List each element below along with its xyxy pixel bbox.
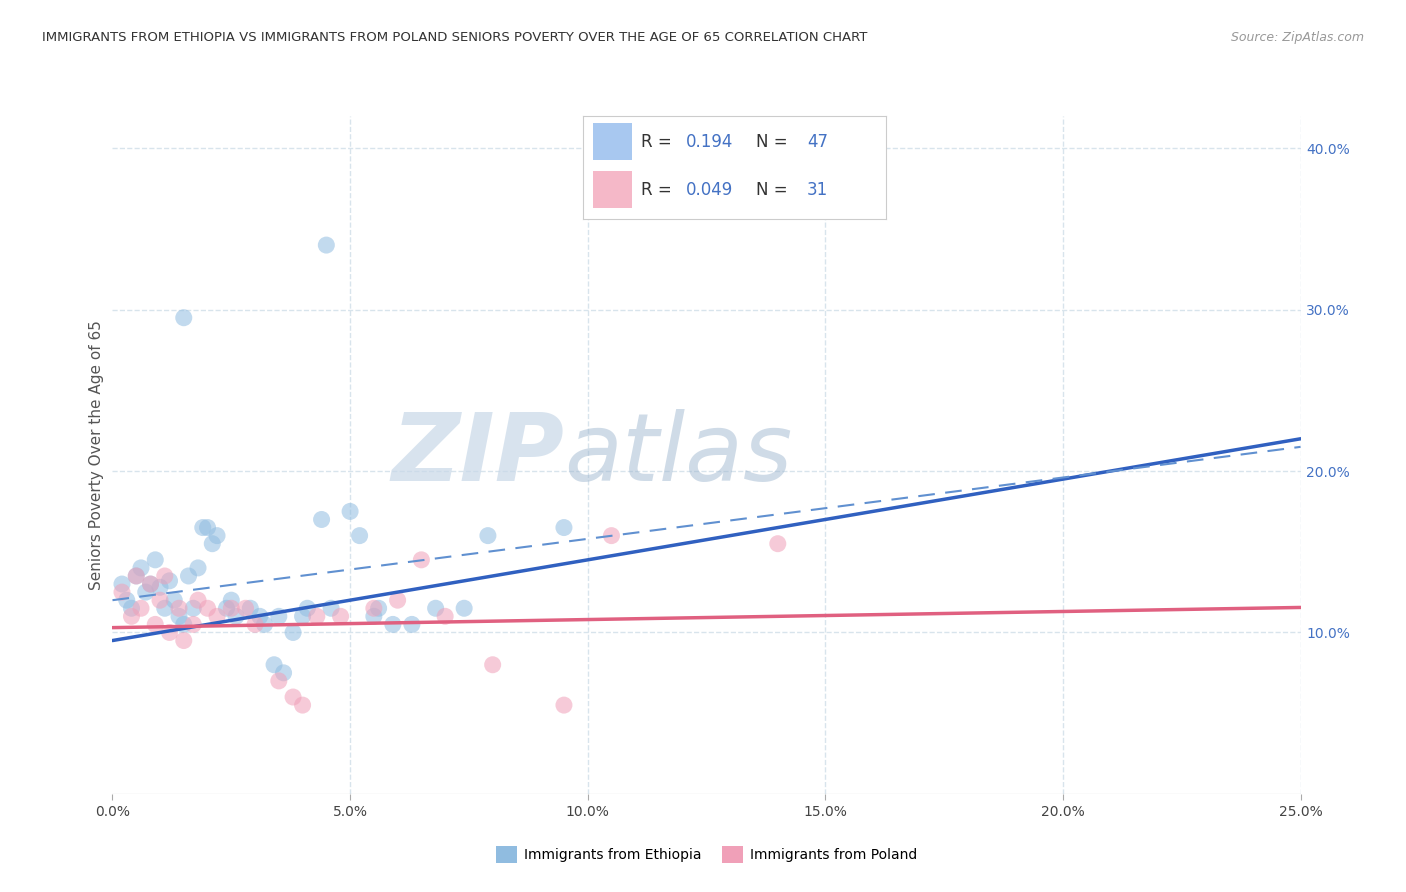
Point [139, 577, 162, 591]
Bar [592, 123, 631, 160]
Point [401, 617, 423, 632]
Point [339, 504, 361, 518]
Point [111, 585, 134, 599]
Point [281, 625, 304, 640]
Point [253, 617, 276, 632]
Text: ZIP: ZIP [391, 409, 564, 501]
Point [159, 574, 181, 588]
Point [115, 593, 138, 607]
Point [215, 601, 238, 615]
Point [600, 528, 623, 542]
Point [135, 585, 157, 599]
Point [319, 601, 342, 615]
Point [267, 673, 290, 688]
Point [477, 528, 499, 542]
Point [197, 520, 219, 534]
Point [111, 577, 134, 591]
Point [125, 569, 148, 583]
Point [173, 617, 195, 632]
Point [205, 528, 228, 542]
Point [121, 601, 143, 615]
Point [121, 609, 143, 624]
Point [125, 569, 148, 583]
Point [329, 609, 352, 624]
Point [267, 609, 290, 624]
Point [243, 617, 266, 632]
Point [219, 593, 242, 607]
Text: N =: N = [756, 181, 793, 199]
Point [149, 593, 172, 607]
Point [153, 569, 176, 583]
Point [481, 657, 503, 672]
Text: R =: R = [641, 133, 676, 151]
Text: atlas: atlas [564, 409, 792, 500]
Point [225, 609, 247, 624]
Point [197, 601, 219, 615]
Point [291, 698, 314, 712]
Y-axis label: Seniors Poverty Over the Age of 65: Seniors Poverty Over the Age of 65 [89, 320, 104, 590]
Text: 47: 47 [807, 133, 828, 151]
Point [129, 601, 152, 615]
Text: Source: ZipAtlas.com: Source: ZipAtlas.com [1230, 31, 1364, 45]
Point [187, 561, 209, 575]
Point [139, 577, 162, 591]
Point [239, 601, 262, 615]
Point [263, 657, 285, 672]
Text: 0.194: 0.194 [686, 133, 734, 151]
Point [235, 601, 257, 615]
Point [153, 601, 176, 615]
Text: 0.049: 0.049 [686, 181, 734, 199]
Point [187, 593, 209, 607]
Point [167, 601, 190, 615]
Text: N =: N = [756, 133, 793, 151]
Point [129, 561, 152, 575]
Point [766, 537, 789, 551]
Point [291, 609, 314, 624]
Point [181, 601, 204, 615]
Point [143, 617, 166, 632]
Point [453, 601, 475, 615]
Text: 31: 31 [807, 181, 828, 199]
Point [434, 609, 457, 624]
Point [349, 528, 371, 542]
Point [191, 520, 214, 534]
Text: R =: R = [641, 181, 676, 199]
Point [363, 601, 385, 615]
Point [177, 569, 200, 583]
Point [249, 609, 271, 624]
Point [159, 625, 181, 640]
Point [201, 537, 224, 551]
Point [425, 601, 447, 615]
Point [363, 609, 385, 624]
Point [167, 609, 190, 624]
Point [219, 601, 242, 615]
Point [297, 601, 319, 615]
Point [143, 553, 166, 567]
Point [281, 690, 304, 704]
Bar [592, 171, 631, 208]
Point [181, 617, 204, 632]
Legend: Immigrants from Ethiopia, Immigrants from Poland: Immigrants from Ethiopia, Immigrants fro… [491, 840, 922, 868]
Point [173, 310, 195, 325]
Point [367, 601, 389, 615]
Point [205, 609, 228, 624]
Point [173, 633, 195, 648]
Point [387, 593, 409, 607]
Point [305, 609, 328, 624]
Point [411, 553, 433, 567]
Point [553, 698, 575, 712]
Point [315, 238, 337, 252]
Point [553, 520, 575, 534]
Point [149, 580, 172, 594]
Point [273, 665, 295, 680]
Text: IMMIGRANTS FROM ETHIOPIA VS IMMIGRANTS FROM POLAND SENIORS POVERTY OVER THE AGE : IMMIGRANTS FROM ETHIOPIA VS IMMIGRANTS F… [42, 31, 868, 45]
Point [381, 617, 404, 632]
Point [311, 512, 333, 526]
Point [163, 593, 186, 607]
